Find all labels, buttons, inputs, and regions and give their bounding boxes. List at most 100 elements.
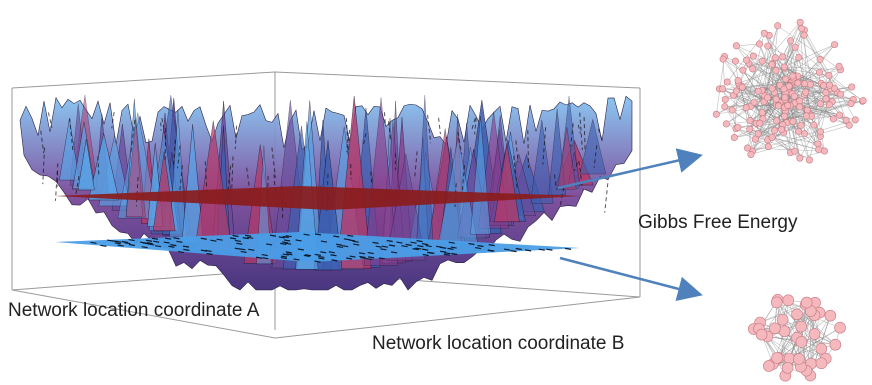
network-node	[798, 25, 806, 33]
network-edge	[733, 95, 805, 135]
plane-mesh-dash	[416, 240, 423, 243]
network-node	[825, 101, 833, 109]
surface-spike	[530, 119, 554, 204]
network-node	[851, 116, 859, 124]
surface-spike	[493, 143, 520, 223]
network-edge	[747, 147, 825, 152]
plane-mesh-dash	[281, 241, 289, 244]
plane-mesh-dash	[153, 240, 160, 243]
plane-mesh-dash	[280, 242, 287, 245]
network-node	[758, 57, 766, 65]
network-node	[859, 97, 867, 105]
compact-graph-icon	[747, 294, 846, 382]
network-node	[721, 103, 729, 111]
network-node	[772, 66, 780, 74]
network-node	[778, 325, 791, 338]
plane-mesh-dash	[168, 245, 175, 248]
network-node	[764, 143, 772, 151]
network-node	[732, 87, 740, 95]
plane-mesh-dash	[148, 243, 155, 246]
plane-mesh-dash	[234, 239, 241, 243]
plane-mesh-dash	[422, 253, 429, 257]
plane-mesh-dash	[262, 257, 269, 260]
network-node	[820, 147, 828, 155]
plane-mesh-dash	[436, 245, 443, 248]
network-node	[758, 109, 766, 117]
network-node	[756, 119, 764, 127]
network-node	[732, 42, 740, 50]
arrow-to-compact-network	[559, 256, 703, 302]
network-node	[820, 82, 828, 90]
surface-mesh-line	[570, 123, 574, 147]
plane-mesh-dash	[293, 258, 300, 261]
plane-mesh-dash	[372, 241, 379, 244]
network-node	[771, 352, 783, 364]
network-edge	[782, 319, 836, 345]
network-node	[746, 125, 754, 133]
network-edge	[761, 44, 835, 91]
plane-mesh-dash	[210, 239, 217, 242]
plane-mesh-dash	[269, 234, 277, 237]
network-node	[796, 103, 804, 111]
plane-mesh-dash	[447, 247, 454, 250]
network-node	[734, 77, 742, 85]
network-node	[816, 128, 824, 136]
surface-spike	[385, 153, 426, 261]
plane-mesh-dash	[303, 233, 310, 236]
plane-mesh-dash	[100, 244, 107, 247]
plane-mesh-dash	[314, 260, 321, 263]
plane-mesh-dash	[503, 248, 511, 251]
network-node	[829, 115, 837, 123]
plane-mesh-dash	[359, 255, 366, 259]
network-node	[763, 360, 775, 372]
plane-mesh-dash	[391, 251, 398, 254]
network-edge	[722, 59, 726, 100]
surface-mesh-line	[75, 175, 80, 197]
plane-mesh-dash	[405, 243, 412, 246]
plane-mesh-dash	[141, 246, 148, 249]
network-node	[825, 71, 833, 79]
plane-mesh-dash	[343, 238, 350, 241]
network-node	[739, 66, 747, 74]
plane-mesh-dash	[375, 245, 382, 248]
network-edge	[761, 300, 789, 335]
surface-mesh-line	[597, 128, 603, 140]
network-node	[796, 154, 804, 162]
network-node	[801, 130, 809, 138]
plane-mesh-dash	[280, 255, 287, 258]
surface-spike	[59, 118, 80, 181]
plane-mesh-dash	[320, 251, 327, 254]
plane-mesh-dash	[331, 259, 338, 262]
network-node	[774, 102, 782, 110]
plane-mesh-dash	[538, 248, 545, 251]
plane-mesh-dash	[183, 248, 190, 251]
network-node	[789, 118, 797, 126]
plane-mesh-dash	[358, 252, 366, 255]
network-edge	[776, 103, 852, 122]
network-node	[793, 353, 805, 365]
plane-mesh-dash	[200, 249, 208, 252]
surface-mesh-line	[457, 131, 463, 155]
plane-mesh-dash	[286, 253, 293, 256]
network-node	[774, 22, 782, 30]
plane-mesh-dash	[282, 253, 289, 256]
network-node	[760, 29, 768, 37]
plane-mesh-dash	[115, 240, 122, 243]
surface-mesh-line	[178, 165, 183, 196]
plane-mesh-dash	[386, 239, 393, 243]
network-node	[749, 65, 757, 73]
surface-spike	[88, 133, 120, 201]
network-edge	[724, 56, 753, 70]
surface-mesh-line	[177, 145, 181, 169]
surface-mesh-line	[271, 147, 276, 178]
plane-mesh-dash	[349, 255, 356, 258]
plane-mesh-dash	[380, 248, 387, 251]
plane-mesh-dash	[336, 245, 343, 249]
plane-mesh-dash	[330, 254, 337, 257]
plane-mesh-dash	[256, 256, 263, 259]
plane-mesh-dash	[333, 235, 340, 238]
plane-mesh-dash	[151, 237, 159, 240]
plane-mesh-dash	[114, 242, 121, 245]
network-node	[738, 83, 746, 91]
surface-mesh-line	[438, 117, 441, 135]
